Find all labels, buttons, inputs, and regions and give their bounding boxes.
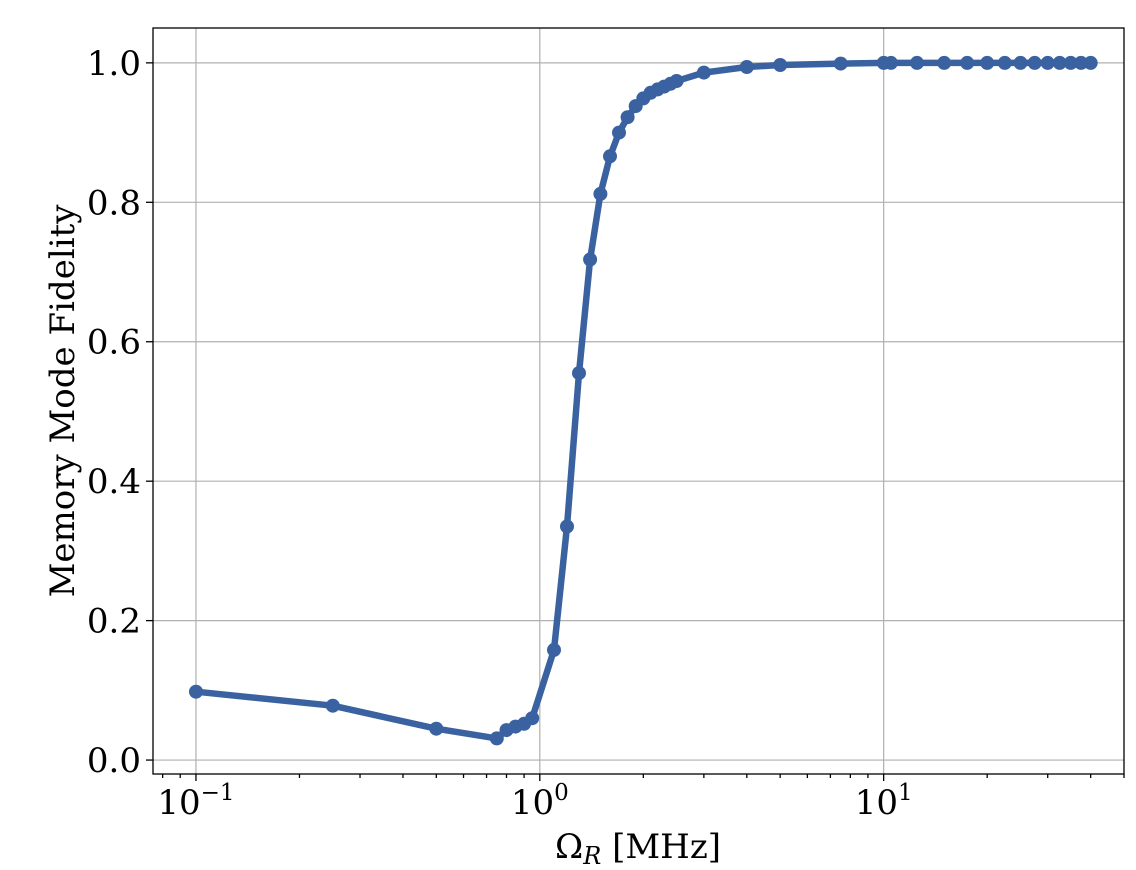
x-tick-label: 100 — [511, 780, 569, 823]
data-point — [1063, 55, 1078, 70]
data-point — [739, 60, 754, 74]
x-tick-labels: 10−1 100 101 — [157, 780, 912, 823]
y-tick-label: 0.0 — [87, 741, 141, 781]
data-point — [489, 731, 504, 746]
y-axis-label: Memory Mode Fidelity — [43, 204, 83, 598]
y-tick-labels: 0.0 0.2 0.4 0.6 0.8 1.0 — [87, 44, 141, 781]
y-tick-label: 0.2 — [87, 602, 141, 642]
data-point — [189, 684, 203, 699]
data-point — [1013, 55, 1028, 70]
data-point — [1027, 55, 1042, 70]
data-point — [525, 711, 540, 726]
series-line — [192, 59, 1094, 742]
data-point — [669, 74, 684, 88]
data-point — [1052, 55, 1067, 70]
data-point — [620, 110, 635, 125]
data-point — [997, 55, 1012, 70]
data-point — [325, 698, 340, 713]
data-point — [560, 519, 574, 534]
x-tick-label: 101 — [855, 780, 913, 823]
data-point — [583, 252, 598, 267]
data-point — [612, 125, 626, 140]
series-layer — [189, 55, 1098, 746]
data-point — [1040, 55, 1055, 70]
data-point — [429, 721, 444, 736]
data-point — [833, 56, 848, 71]
y-tick-label: 0.8 — [87, 183, 141, 223]
y-tick-label: 1.0 — [87, 44, 141, 84]
data-point — [937, 55, 952, 70]
y-tick-label: 0.6 — [87, 323, 141, 363]
data-point — [572, 366, 586, 381]
data-point — [960, 55, 975, 70]
x-tick-label: 10−1 — [157, 780, 234, 823]
plot-frame — [152, 27, 1125, 775]
data-point — [883, 55, 898, 70]
data-point — [910, 55, 924, 70]
y-tick-label: 0.4 — [87, 462, 141, 502]
data-point — [696, 65, 711, 80]
data-point — [773, 58, 788, 72]
data-point — [1074, 55, 1088, 70]
data-point — [547, 642, 561, 657]
data-point — [603, 149, 617, 164]
ticks — [146, 62, 1125, 781]
data-point — [593, 186, 608, 201]
grid — [153, 28, 1124, 774]
data-point — [1083, 55, 1098, 70]
x-axis-label: ΩR [MHz] — [555, 827, 721, 870]
data-point — [980, 55, 995, 70]
